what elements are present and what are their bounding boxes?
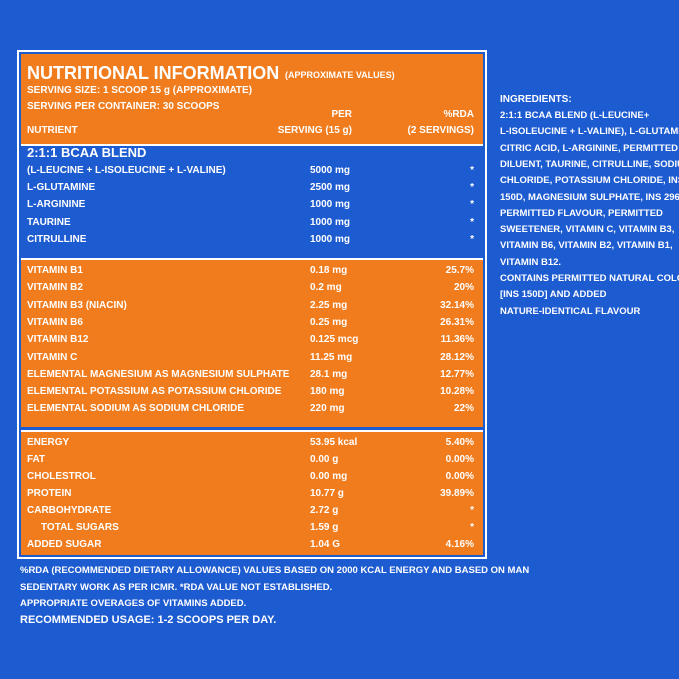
nutrient-name: FAT (27, 454, 46, 465)
nutrient-amount: 0.2 mg (310, 282, 342, 294)
column-head: PER (331, 109, 352, 120)
ingredient-line: VITAMIN B12. (500, 256, 562, 268)
nutrient-rda: 0.00% (445, 454, 474, 465)
nutrient-name: VITAMIN B1 (27, 265, 83, 276)
nutrient-name: CITRULLINE (27, 233, 87, 245)
ingredient-line: DILUENT, TAURINE, CITRULLINE, SODIUM (500, 158, 679, 170)
nutrient-rda: * (470, 505, 474, 516)
ingredient-line: L-ISOLEUCINE + L-VALINE), L-GLUTAMINE, (500, 126, 679, 138)
footer-line: %RDA (RECOMMENDED DIETARY ALLOWANCE) VAL… (20, 565, 530, 576)
nutrient-rda: 28.12% (440, 351, 474, 363)
column-head: %RDA (443, 109, 474, 120)
ingredient-line: VITAMIN B6, VITAMIN B2, VITAMIN B1, (500, 240, 673, 252)
nutrient-rda: 25.7% (445, 265, 474, 276)
serving-line: SERVING SIZE: 1 SCOOP 15 g (APPROXIMATE) (27, 85, 253, 96)
ingredients-title: INGREDIENTS: (500, 94, 572, 105)
nutrient-name: L-ARGININE (27, 199, 86, 211)
nutrient-amount: 28.1 mg (310, 368, 348, 380)
ingredient-line: CHLORIDE, POTASSIUM CHLORIDE, INS (500, 175, 679, 187)
column-head: SERVING (15 g) (277, 125, 352, 136)
nutrient-rda: * (470, 182, 474, 194)
nutrient-name: CARBOHYDRATE (27, 505, 112, 516)
column-head: (2 SERVINGS) (407, 125, 475, 136)
nutrient-rda: 32.14% (440, 299, 474, 311)
nutrient-amount: 2.72 g (310, 505, 339, 516)
ingredient-line: CITRIC ACID, L-ARGININE, PERMITTED (500, 142, 679, 154)
ingredient-line: PERMITTED FLAVOUR, PERMITTED (500, 207, 663, 219)
nutrient-rda: 5.40% (445, 437, 474, 448)
nutrient-amount: 1.04 G (310, 539, 341, 550)
nutrient-amount: 11.25 mg (310, 351, 353, 363)
macro-section (21, 430, 483, 555)
bcaa-heading: 2:1:1 BCAA BLEND (27, 145, 147, 160)
nutrient-amount: 2.25 mg (310, 299, 348, 311)
nutrient-name: (L-LEUCINE + L-ISOLEUCINE + L-VALINE) (27, 165, 226, 176)
ingredient-line: CONTAINS PERMITTED NATURAL COLOUR (500, 273, 679, 284)
nutrient-rda: 4.16% (445, 539, 474, 550)
nutrient-name: L-GLUTAMINE (27, 182, 96, 194)
nutrient-rda: 20% (453, 282, 474, 294)
nutrient-rda: 39.89% (440, 488, 474, 499)
nutrient-rda: 11.36% (440, 334, 474, 346)
nutrient-name: CHOLESTROL (27, 471, 96, 482)
title: NUTRITIONAL INFORMATION (27, 63, 280, 83)
nutrient-name: ADDED SUGAR (27, 539, 102, 550)
nutrient-name: ENERGY (27, 437, 70, 448)
nutrient-rda: * (470, 233, 474, 245)
nutrient-name: ELEMENTAL POTASSIUM AS POTASSIUM CHLORID… (27, 386, 282, 398)
nutrient-amount: 0.18 mg (310, 265, 348, 276)
nutrient-amount: 0.00 g (310, 454, 339, 465)
nutrient-amount: 5000 mg (310, 165, 351, 176)
usage: RECOMMENDED USAGE: 1-2 SCOOPS PER DAY. (20, 614, 277, 626)
nutrient-rda: 12.77% (440, 368, 474, 380)
ingredient-line: NATURE-IDENTICAL FLAVOUR (500, 305, 641, 317)
nutrient-amount: 1000 mg (310, 233, 351, 245)
nutrient-amount: 1.59 g (310, 522, 339, 533)
ingredient-line: SWEETENER, VITAMIN C, VITAMIN B3, (500, 224, 675, 236)
ingredient-line: 2:1:1 BCAA BLEND (L-LEUCINE+ (500, 110, 650, 121)
nutrient-rda: * (470, 522, 474, 533)
column-head: NUTRIENT (27, 125, 78, 136)
nutrient-rda: 22% (453, 403, 474, 415)
serving-line: SERVING PER CONTAINER: 30 SCOOPS (27, 101, 220, 112)
ingredient-line: [INS 150D] AND ADDED (500, 289, 607, 301)
nutrient-name: PROTEIN (27, 488, 72, 499)
nutrient-rda: * (470, 216, 474, 228)
nutrient-name: VITAMIN C (27, 351, 78, 363)
header-section (21, 54, 483, 144)
footer-line: SEDENTARY WORK AS PER ICMR. *RDA VALUE N… (20, 581, 333, 593)
nutrient-name: VITAMIN B2 (27, 282, 83, 294)
nutrient-rda: * (470, 165, 474, 176)
nutrient-amount: 10.77 g (310, 488, 344, 499)
nutrient-name: TOTAL SUGARS (41, 522, 119, 533)
nutrient-rda: 10.28% (440, 386, 474, 398)
nutrient-amount: 0.25 mg (310, 316, 348, 328)
ingredient-line: 150D, MAGNESIUM SULPHATE, INS 296, (500, 191, 679, 203)
nutrient-amount: 0.00 mg (310, 471, 348, 482)
nutrient-name: VITAMIN B6 (27, 316, 83, 328)
panel-border (17, 50, 487, 559)
nutrient-amount: 1000 mg (310, 199, 351, 211)
nutrient-amount: 1000 mg (310, 216, 351, 228)
subtitle: (APPROXIMATE VALUES) (285, 70, 395, 80)
footer-line: APPROPRIATE OVERAGES OF VITAMINS ADDED. (20, 598, 247, 609)
nutrient-amount: 2500 mg (310, 182, 351, 194)
nutrient-amount: 220 mg (310, 403, 345, 415)
nutrient-rda: * (470, 199, 474, 211)
nutrient-rda: 26.31% (440, 316, 474, 328)
nutrient-amount: 180 mg (310, 386, 345, 398)
nutrient-name: TAURINE (27, 216, 71, 228)
nutrient-name: VITAMIN B12 (27, 334, 89, 346)
vitamin-section (21, 258, 483, 427)
bcaa-section (21, 144, 483, 256)
nutrient-name: ELEMENTAL MAGNESIUM AS MAGNESIUM SULPHAT… (27, 368, 290, 380)
nutrient-amount: 53.95 kcal (310, 437, 358, 448)
nutrient-rda: 0.00% (445, 471, 474, 482)
nutrient-amount: 0.125 mcg (310, 334, 359, 346)
nutrient-name: ELEMENTAL SODIUM AS SODIUM CHLORIDE (27, 403, 245, 415)
nutrient-name: VITAMIN B3 (NIACIN) (27, 299, 127, 311)
